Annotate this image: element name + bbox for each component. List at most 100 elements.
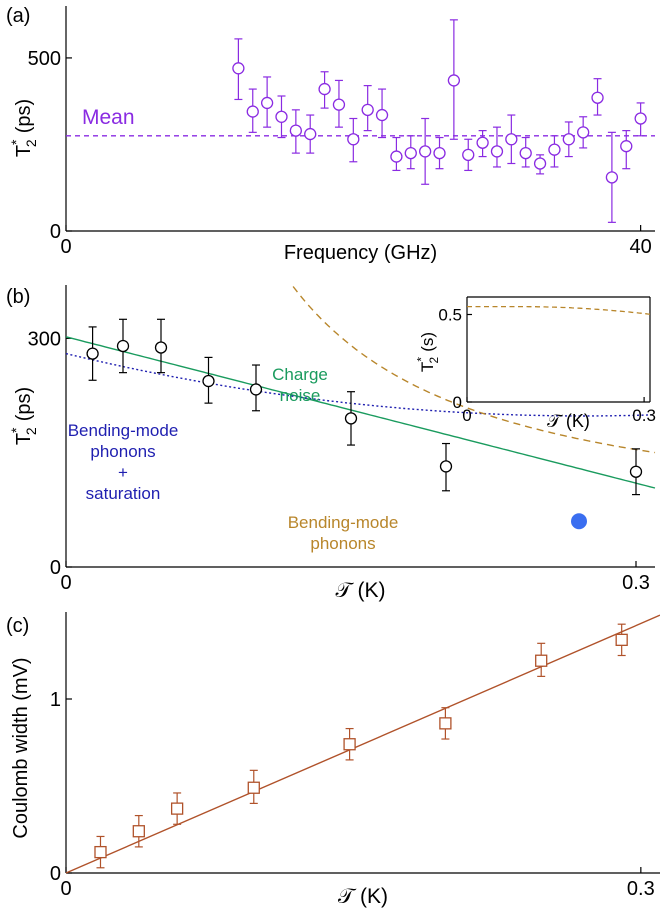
data-point [535, 654, 548, 667]
panel-a: (a) 0 40 0 500 Mean Frequency (GHz) T*2 (ps) [6, 5, 655, 264]
mean-label: Mean [82, 106, 135, 129]
x-tick-label: 0.3 [627, 878, 655, 900]
data-point [577, 126, 590, 139]
data-point [344, 412, 358, 425]
y-tick-label: 0 [453, 393, 462, 412]
linear-fit-line [65, 614, 660, 874]
y-tick-label: 0 [50, 557, 61, 579]
y-axis-label: T*2 (ps) [8, 99, 39, 157]
x-tick-label: 40 [630, 236, 652, 258]
data-point [634, 112, 647, 125]
saturation-curve-label: + [118, 463, 128, 482]
y-axis-label-symbol: T [418, 362, 437, 372]
data-point [318, 82, 331, 96]
data-point [476, 136, 489, 149]
x-axis-label: 𝒯 (K) [336, 579, 386, 602]
data-point [170, 802, 184, 815]
saturation-curve-label: saturation [86, 484, 161, 503]
y-tick-label: 1 [50, 689, 61, 711]
y-axis-label-sup: * [414, 357, 428, 362]
panel-label: (b) [6, 286, 30, 308]
y-axis-label-sup: * [8, 139, 24, 145]
inset-x-axis-label: 𝒯 (K) [547, 411, 590, 431]
data-point [289, 124, 303, 137]
data-point [202, 374, 215, 388]
data-point [629, 465, 643, 478]
y-axis-label-sup: * [8, 427, 24, 433]
data-point [439, 460, 453, 473]
inset-curve [467, 305, 651, 315]
data-point [390, 150, 403, 163]
saturation-curve-label: phonons [90, 442, 155, 461]
panel-b: (b) 0 0.3 0 300 Charge noise Bending-mode phonon… [6, 285, 656, 602]
panel-c: (c) 0 0.3 0 1 𝒯 (K) Coulomb width (mV) [6, 612, 660, 908]
data-point [86, 347, 99, 360]
data-point [94, 845, 107, 859]
data-point [361, 103, 374, 116]
data-point [519, 146, 532, 160]
data-point [615, 633, 628, 646]
data-point [591, 91, 604, 104]
inset-background [467, 297, 650, 402]
y-axis-label-unit: (s) [418, 332, 437, 352]
data-point [249, 383, 263, 396]
y-tick-label: 500 [28, 48, 61, 70]
saturation-curve-label: Bending-mode [68, 421, 179, 440]
x-tick-label: 0 [60, 236, 71, 258]
data-point [375, 108, 389, 122]
y-tick-label: 0 [50, 863, 61, 885]
data-point [433, 146, 446, 160]
charge-noise-curve [65, 336, 656, 489]
y-axis-label: T*2 (ps) [8, 387, 39, 445]
charge-noise-label: Charge [272, 365, 328, 384]
highlighted-data-point [571, 513, 587, 530]
data-point [505, 133, 518, 146]
y-tick-label: 0 [50, 221, 61, 243]
x-tick-label: 0 [60, 572, 71, 594]
data-point [620, 140, 633, 153]
y-axis-label-unit: (ps) [13, 99, 35, 133]
panel-label: (a) [6, 5, 30, 27]
charge-noise-label: noise [280, 386, 321, 405]
y-axis-label-sub: 2 [23, 139, 39, 147]
x-tick-label: 0.3 [622, 572, 650, 594]
bending-mode-label: Bending-mode [288, 513, 399, 532]
y-axis-label: Coulomb width (mV) [10, 657, 32, 838]
x-axis-label: 𝒯 (K) [338, 885, 388, 908]
data-point [347, 133, 360, 146]
bending-mode-label: phonons [310, 534, 375, 553]
data-point [332, 98, 346, 111]
data-point [247, 781, 260, 794]
x-tick-label: 0 [60, 878, 71, 900]
data-point [232, 62, 245, 75]
bending-mode-phonons-curve [292, 286, 656, 454]
data-point [404, 146, 417, 160]
y-tick-label: 0.5 [438, 305, 462, 324]
data-point [343, 738, 356, 751]
y-axis-label-sub: 2 [427, 356, 441, 363]
data-point [418, 145, 432, 158]
data-point [533, 157, 547, 170]
data-point [132, 825, 145, 838]
x-axis-label: Frequency (GHz) [284, 242, 437, 264]
data-point [605, 171, 619, 184]
data-point [260, 96, 274, 110]
data-point [116, 339, 130, 353]
x-tick-label: 0 [462, 406, 471, 425]
y-axis-label-unit: (ps) [13, 387, 35, 421]
data-point [154, 341, 168, 354]
data-point [462, 148, 475, 161]
panel-label: (c) [6, 615, 29, 637]
inset-plot: 0 0.3 0 0.5 𝒯 (K) T*2 (s) [414, 296, 656, 431]
x-tick-label: 0.3 [632, 406, 656, 425]
data-point [562, 133, 575, 146]
data-point [447, 74, 461, 87]
y-axis-label-symbol: T [13, 145, 35, 157]
bending-mode-saturation-curve [65, 352, 656, 417]
data-point [548, 143, 561, 156]
data-point [490, 145, 504, 158]
y-axis-label-symbol: T [13, 433, 35, 445]
y-tick-label: 300 [28, 328, 61, 350]
data-point [304, 127, 317, 141]
